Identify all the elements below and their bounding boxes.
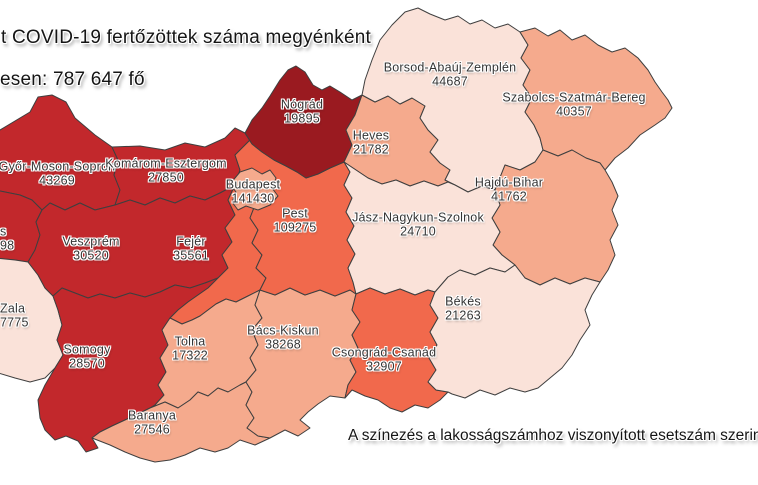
county-label-somogy: Somogy 28570: [63, 342, 111, 371]
county-name: Zala: [0, 301, 26, 316]
county-label-jasz-nagykun-szolnok: Jász-Nagykun-Szolnok 24710: [352, 210, 484, 239]
county-name: Pest: [282, 206, 308, 221]
county-value: 19895: [284, 111, 320, 125]
county-region-nograd: [244, 65, 363, 179]
county-value: 35561: [173, 248, 209, 262]
county-value: 43269: [39, 173, 75, 187]
county-name: Somogy: [63, 342, 111, 357]
county-region-gyor-moson-sopron: [0, 94, 121, 211]
county-value: 98: [0, 238, 15, 252]
county-value: 28570: [69, 356, 105, 370]
county-value: 24710: [400, 224, 436, 238]
county-label-tolna: Tolna 17322: [172, 334, 208, 363]
county-label-borsod-abauj-zemplen: Borsod-Abaúj-Zemplén 44687: [383, 60, 517, 89]
county-value: 141430: [231, 191, 275, 205]
county-region-bekes: [427, 264, 601, 399]
county-label-vas-cropped: s 98: [0, 224, 15, 253]
county-label-csongrad-csanad: Csongrád-Csanád 32907: [331, 345, 437, 374]
county-region-csongrad-csanad: [344, 287, 449, 413]
county-label-baranya: Baranya 27546: [128, 408, 176, 437]
county-label-bacs-kiskun: Bács-Kiskun 38268: [247, 323, 319, 352]
county-value: 40357: [556, 104, 592, 118]
county-label-fejer: Fejér 35561: [173, 234, 209, 263]
coloring-note: A színezés a lakosságszámhoz viszonyítot…: [348, 427, 758, 444]
county-region-szabolcs-szatmar-bereg: [519, 27, 673, 171]
county-name: Jász-Nagykun-Szolnok: [352, 210, 484, 225]
county-region-budapest: [229, 167, 279, 211]
county-value: 7775: [0, 315, 29, 329]
county-value: 32907: [366, 359, 402, 373]
county-name: Veszprém: [62, 234, 120, 249]
county-name: Tolna: [174, 334, 206, 349]
county-value: 17322: [172, 348, 208, 362]
county-label-budapest: Budapest 141430: [225, 177, 281, 206]
county-value: 41762: [491, 189, 527, 203]
county-label-gyor-moson-sopron: Győr-Moson-Sopron 43269: [0, 159, 116, 188]
county-label-veszprem: Veszprém 30520: [62, 234, 120, 263]
county-label-bekes: Békés 21263: [445, 294, 481, 323]
county-name: Borsod-Abaúj-Zemplén: [383, 60, 517, 75]
county-name: Fejér: [176, 234, 206, 249]
county-name: s: [0, 224, 7, 239]
county-name: Hajdú-Bihar: [474, 175, 544, 190]
county-value: 38268: [265, 337, 301, 351]
county-label-komarom-esztergom: Komárom-Esztergom 27850: [105, 156, 227, 185]
page-title-line1: t COVID-19 fertőzöttek száma megyénként: [1, 27, 372, 48]
county-name: Nógrád: [280, 97, 324, 112]
county-name: Budapest: [225, 177, 281, 192]
county-value: 21782: [353, 142, 389, 156]
county-name: Csongrád-Csanád: [331, 345, 437, 360]
county-label-nograd: Nógrád 19895: [280, 97, 324, 126]
county-value: 109275: [273, 220, 317, 234]
county-name: Szabolcs-Szatmár-Bereg: [502, 90, 646, 105]
county-name: Komárom-Esztergom: [105, 156, 227, 171]
county-name: Heves: [352, 128, 390, 143]
county-value: 27546: [134, 422, 170, 436]
county-name: Győr-Moson-Sopron: [0, 159, 116, 174]
county-label-szabolcs-szatmar-bereg: Szabolcs-Szatmár-Bereg 40357: [502, 90, 646, 119]
county-value: 30520: [73, 248, 109, 262]
county-label-heves: Heves 21782: [352, 128, 390, 157]
county-name: Bács-Kiskun: [247, 323, 319, 338]
county-label-zala: Zala 7775: [0, 301, 29, 330]
county-name: Békés: [445, 294, 481, 309]
county-label-hajdu-bihar: Hajdú-Bihar 41762: [474, 175, 544, 204]
county-value: 27850: [148, 170, 184, 184]
county-label-pest: Pest 109275: [273, 206, 317, 235]
page-title-line2-total: esen: 787 647 fő: [0, 69, 145, 90]
county-value: 44687: [432, 74, 468, 88]
county-name: Baranya: [128, 408, 176, 423]
county-value: 21263: [445, 308, 481, 322]
